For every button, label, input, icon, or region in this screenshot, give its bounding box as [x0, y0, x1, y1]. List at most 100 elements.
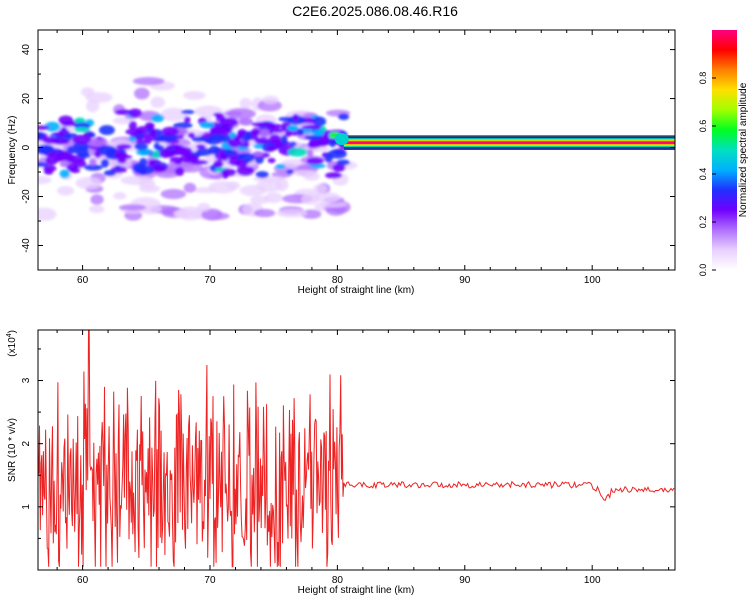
heatmap-cell [74, 117, 86, 125]
colorbar-tick-label: 0.2 [698, 216, 708, 229]
heatmap-cell [268, 134, 281, 144]
spectrogram-panel: 60 70 80 90 100 -40 -20 0 20 40 Height of straig… [7, 29, 676, 296]
colorbar-label: Normalized spectral amplitude [738, 82, 749, 217]
heatmap-cell [173, 209, 194, 218]
heatmap-cell [103, 170, 116, 177]
y-tick-label: 0 [21, 144, 32, 150]
heatmap-cell [313, 183, 328, 194]
heatmap-cell [38, 125, 50, 130]
heatmap-cell [199, 121, 215, 129]
heatmap-cell [286, 124, 299, 131]
heatmap-cell [71, 134, 92, 145]
heatmap-cell [275, 163, 286, 169]
heatmap-cell [72, 141, 92, 151]
colorbar-tick-label: 0.8 [698, 72, 708, 85]
x-tick-label: 90 [459, 275, 471, 286]
heatmap-cell [312, 116, 327, 127]
heatmap-cell [128, 120, 137, 131]
x-tick-label: 70 [204, 275, 216, 286]
heatmap-cell [252, 150, 264, 157]
heatmap-cell [145, 122, 155, 130]
x-tick-label: 90 [459, 575, 471, 586]
heatmap-cell [80, 87, 95, 97]
heatmap-cell [159, 149, 172, 158]
heatmap-cell [239, 97, 252, 110]
heatmap-cell [45, 155, 59, 165]
heatmap-cell [120, 175, 153, 186]
heatmap-cell [173, 122, 193, 129]
heatmap-cell [150, 128, 157, 138]
heatmap-cell [337, 113, 350, 121]
heatmap-cell [281, 134, 288, 145]
heatmap-cell [38, 176, 52, 185]
heatmap-cell [98, 125, 115, 136]
heatmap-cell [214, 151, 229, 161]
heatmap-cell [197, 202, 211, 212]
colorbar-ticks: 0.0 0.2 0.4 0.6 0.8 [698, 72, 716, 276]
heatmap-cell [113, 192, 127, 200]
heatmap-cell [88, 205, 105, 214]
colorbar-tick-label: 0.4 [698, 168, 708, 181]
heatmap-cell [38, 132, 45, 140]
heatmap-cell [100, 158, 110, 168]
heatmap-cell [112, 116, 133, 125]
snr-x-label: Height of straight line (km) [298, 585, 415, 596]
spectrogram-frame [37, 29, 676, 271]
heatmap-cell [38, 162, 49, 167]
heatmap-cell [66, 163, 79, 172]
heatmap-cell [209, 134, 226, 141]
heatmap-cell [325, 172, 343, 179]
heatmap-cell [244, 159, 251, 164]
heatmap-cell [183, 91, 206, 100]
heatmap-cell [43, 168, 54, 175]
heatmap-cell [236, 166, 255, 176]
heatmap-cell [59, 169, 70, 179]
heatmap-cell [174, 167, 185, 176]
heatmap-cell [169, 156, 183, 163]
heatmap-blobs [38, 77, 358, 221]
snr-series-line [38, 330, 675, 568]
heatmap-cell [160, 107, 188, 122]
heatmap-cell [312, 129, 325, 136]
heatmap-cell [224, 111, 243, 116]
snr-y-label: SNR (10 * v/v) [7, 418, 18, 482]
heatmap-cell [254, 137, 270, 145]
heatmap-cell [90, 194, 104, 205]
heatmap-cell [63, 132, 78, 138]
heatmap-cell [269, 128, 285, 133]
heatmap-cell [85, 99, 100, 113]
heatmap-cell [84, 164, 103, 171]
heatmap-cell [115, 109, 132, 115]
heatmap-cell [255, 171, 269, 179]
y-tick-label: -20 [21, 189, 32, 204]
heatmap-cell [208, 180, 237, 194]
heatmap-cell [187, 132, 196, 139]
heatmap-cell [42, 136, 60, 144]
heatmap-cell [38, 144, 55, 154]
heatmap-cell [58, 115, 74, 125]
heatmap-cell [259, 128, 270, 138]
heatmap-cell [308, 139, 320, 149]
heatmap-cell [134, 142, 149, 151]
heatmap-cell [132, 77, 165, 86]
heatmap-cell [135, 139, 147, 145]
heatmap-cell [160, 188, 187, 200]
heatmap-cell [332, 163, 346, 172]
heatmap-cell [253, 208, 276, 218]
heatmap-cell [287, 147, 308, 157]
heatmap-cell [233, 136, 241, 141]
heatmap-cell [304, 135, 323, 141]
heatmap-cell [125, 128, 145, 136]
heatmap-cell [262, 95, 279, 104]
heatmap-cell [139, 157, 148, 167]
heatmap-cell [135, 148, 152, 156]
heatmap-cell [75, 176, 102, 190]
heatmap-cell [297, 128, 304, 136]
heatmap-cell [114, 165, 122, 171]
heatmap-cell [128, 108, 142, 118]
heatmap-cell [183, 116, 191, 124]
x-tick-label: 80 [332, 275, 344, 286]
x-tick-label: 100 [584, 275, 601, 286]
heatmap-cell [161, 126, 179, 137]
